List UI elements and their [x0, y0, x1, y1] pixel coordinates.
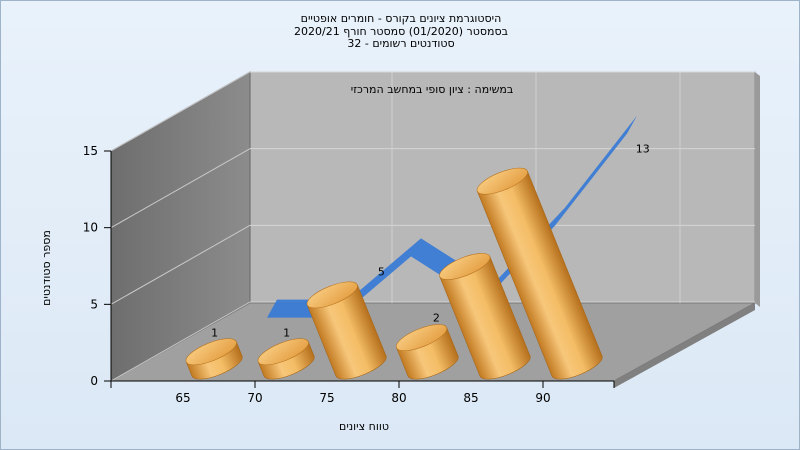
floor-edge	[614, 303, 755, 388]
data-label: 1	[283, 327, 290, 340]
bar-top	[185, 338, 237, 366]
chart-title: היסטוגרמת ציונים בקורס - חומרים אופטיים …	[201, 12, 601, 51]
bars-layer: 1152713	[185, 143, 650, 380]
bar-80: 2	[395, 311, 459, 380]
bar-body	[439, 255, 531, 380]
data-label: 2	[433, 311, 440, 324]
bar-90: 13	[476, 143, 650, 380]
x-axis: 65 70 75 80 85 90	[110, 151, 615, 405]
bar-top	[257, 338, 309, 366]
grid-line-side	[110, 71, 251, 152]
bar-top	[476, 167, 528, 195]
title-line-3: סטודנטים רשומים - 32	[347, 37, 455, 50]
x-tick-label: 75	[319, 391, 334, 405]
x-tick-label: 65	[175, 391, 190, 405]
y-tick-label: 15	[83, 144, 98, 158]
bar-top	[395, 324, 448, 351]
wall-edge	[755, 72, 760, 307]
bar-body	[306, 284, 387, 380]
y-tick-label: 0	[90, 374, 98, 388]
y-tick-label: 10	[83, 221, 98, 235]
title-line-1: היסטוגרמת ציונים בקורס - חומרים אופטיים	[300, 12, 502, 25]
data-label: 5	[378, 265, 385, 278]
bar-body	[396, 327, 459, 380]
title-line-2: בסמסטר (01/2020) סמסטר חורף 2020/21	[294, 24, 508, 38]
chart-subtitle: במשימה : ציון סופי במחשב המרכזי	[351, 83, 514, 96]
data-label: 13	[636, 143, 650, 156]
bar-top	[306, 281, 358, 309]
bar-75: 5	[306, 265, 387, 380]
x-tick-label: 80	[391, 391, 406, 405]
x-tick-label: 90	[535, 391, 550, 405]
y-tick-label: 5	[90, 297, 98, 311]
x-tick-label: 85	[463, 391, 478, 405]
y-axis-label: מספר סטודנטים	[40, 230, 53, 306]
bar-70: 1	[257, 327, 315, 380]
bar-body	[476, 170, 603, 380]
y-axis: 0 5 10 15	[83, 144, 111, 388]
grid-line-side	[110, 301, 251, 382]
grid-line-side	[110, 148, 251, 229]
bar-65: 1	[185, 327, 243, 380]
grid-line-side	[110, 224, 251, 305]
x-tick-label: 70	[247, 391, 262, 405]
data-label: 1	[211, 327, 218, 340]
bar-top	[439, 253, 491, 280]
x-axis-label: טווח ציונים	[339, 420, 389, 433]
